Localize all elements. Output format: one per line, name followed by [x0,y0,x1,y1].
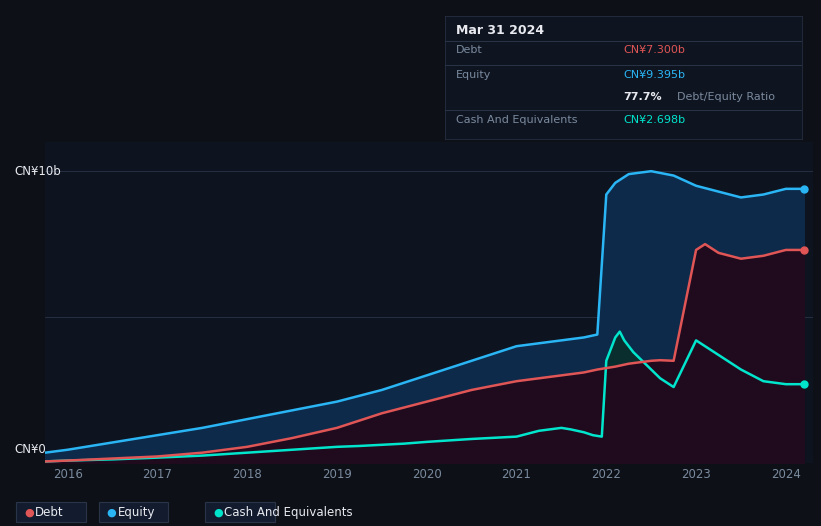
Text: ●: ● [25,508,34,518]
Text: Equity: Equity [456,70,491,80]
Text: ●: ● [213,508,223,518]
Text: CN¥9.395b: CN¥9.395b [624,70,686,80]
Text: CN¥10b: CN¥10b [15,165,62,178]
Text: CN¥0: CN¥0 [15,443,46,457]
Text: ●: ● [107,508,117,518]
Text: Cash And Equivalents: Cash And Equivalents [456,115,577,125]
Text: Equity: Equity [117,507,155,519]
Text: 77.7%: 77.7% [624,93,663,103]
Text: CN¥7.300b: CN¥7.300b [624,45,686,55]
Text: Cash And Equivalents: Cash And Equivalents [224,507,353,519]
Text: Mar 31 2024: Mar 31 2024 [456,24,544,37]
Text: Debt: Debt [456,45,483,55]
Text: CN¥2.698b: CN¥2.698b [624,115,686,125]
Text: Debt: Debt [35,507,64,519]
Text: Debt/Equity Ratio: Debt/Equity Ratio [677,93,775,103]
